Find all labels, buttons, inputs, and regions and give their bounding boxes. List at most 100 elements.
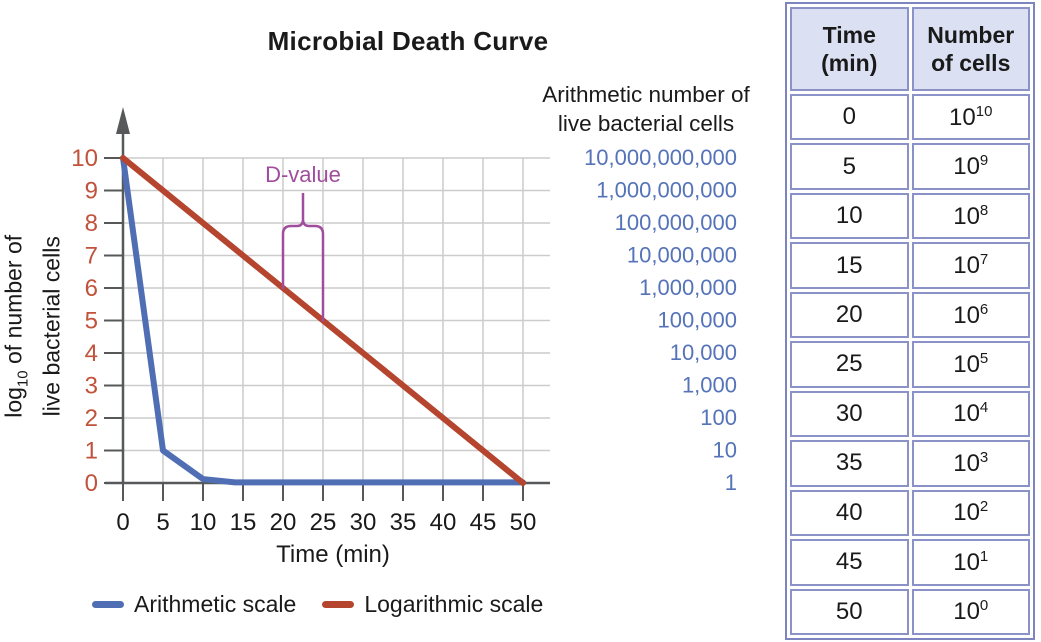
y-axis-arrow-icon [116,107,130,134]
y-axis-label: log10 of number of live bacterial cells [0,176,66,476]
series-arithmetic-scale [120,155,526,486]
time-cell: 35 [790,440,909,487]
number-of-cells-cell: 104 [911,390,1030,438]
col-header-number-of-cells: Number of cells [911,7,1030,91]
y-axis-label-line2: live bacterial cells [38,236,65,417]
x-tick-label: 30 [350,509,377,536]
col-header-time: Time (min) [790,7,909,91]
y-tick-label: 3 [85,373,98,400]
table-row: 5 109 [790,143,1030,190]
exponent: 0 [979,597,989,615]
x-tick-label: 20 [270,509,297,536]
number-of-cells-cell: 101 [911,539,1030,586]
arithmetic-count-label: 1,000 [682,373,737,398]
right-axis-header-line2: live bacterial cells [557,111,735,136]
arithmetic-count-label: 100 [700,405,737,430]
number-of-cells-cell: 106 [911,291,1030,339]
exponent: 6 [979,300,989,318]
table-row: 0 1010 [790,94,1030,141]
exponent: 8 [979,201,989,219]
exponent: 2 [979,498,989,516]
y-axis-label-subscript: 10 [14,370,32,388]
arithmetic-scale-dash-icon [92,601,124,608]
arithmetic-count-label: 10,000,000 [627,243,737,268]
legend-item-arithmetic: Arithmetic scale [92,591,296,618]
y-tick-label: 5 [85,308,98,335]
time-cell: 45 [790,539,909,586]
table-row: 50 100 [790,588,1030,635]
table-row: 10 108 [790,192,1030,240]
number-of-cells-cell: 107 [911,242,1030,289]
legend-item-logarithmic: Logarithmic scale [322,591,543,618]
y-tick-label: 1 [85,438,98,465]
right-axis-header: Arithmetic number of live bacterial cell… [520,80,772,138]
cells-table: Time (min) Number of cells 0 1010 5 109 10 10… [785,2,1035,640]
x-tick-label: 45 [470,509,497,536]
y-tick-label: 10 [71,145,98,172]
arithmetic-count-label: 1,000,000,000 [596,178,737,203]
logarithmic-scale-dash-icon [322,601,355,608]
y-tick-label: 6 [85,275,98,302]
arithmetic-count-label: 100,000 [657,308,737,333]
x-tick-label: 5 [156,509,169,536]
table-row: 20 106 [790,291,1030,339]
y-tick-label: 9 [85,178,98,205]
exponent: 10 [975,102,993,120]
d-value-bracket [281,193,325,322]
right-axis-header-line1: Arithmetic number of [542,82,750,107]
x-tick-label: 25 [310,509,337,536]
arithmetic-count-label: 10 [713,438,737,463]
arithmetic-count-label: 1 [725,470,737,495]
number-of-cells-cell: 100 [911,588,1030,635]
exponent: 1 [979,547,989,565]
exponent: 3 [979,448,989,466]
number-of-cells-cell: 109 [911,143,1030,190]
x-tick-label: 10 [190,509,217,536]
table-header-row: Time (min) Number of cells [790,7,1030,91]
time-cell: 0 [790,94,909,141]
x-tick-label: 50 [510,509,537,536]
exponent: 7 [979,251,989,269]
d-value-label: D-value [265,162,341,187]
number-of-cells-cell: 1010 [911,94,1030,141]
exponent: 5 [979,349,989,367]
number-of-cells-cell: 103 [911,440,1030,487]
time-cell: 30 [790,390,909,438]
legend: Arithmetic scale Logarithmic scale [92,591,543,618]
y-tick-label: 8 [85,210,98,237]
table-row: 45 101 [790,539,1030,586]
legend-label-arithmetic: Arithmetic scale [134,591,297,617]
x-axis-label: Time (min) [276,541,390,568]
time-cell: 15 [790,242,909,289]
table-row: 15 107 [790,242,1030,289]
y-tick-label: 0 [85,470,98,497]
chart-title: Microbial Death Curve [267,26,549,56]
x-tick-label: 15 [230,509,257,536]
exponent: 9 [979,152,989,170]
table-row: 25 105 [790,341,1030,388]
x-tick-label: 35 [390,509,417,536]
exponent: 4 [979,399,989,417]
y-tick-label: 7 [85,243,98,270]
time-cell: 10 [790,192,909,240]
arithmetic-count-label: 100,000,000 [615,210,737,235]
arithmetic-count-label: 1,000,000 [639,275,737,300]
table-row: 40 102 [790,489,1030,537]
arithmetic-count-label: 10,000,000,000 [584,145,737,170]
arithmetic-count-label: 10,000 [670,340,737,365]
number-of-cells-cell: 105 [911,341,1030,388]
x-tick-label: 40 [430,509,457,536]
time-cell: 40 [790,489,909,537]
x-tick-label: 0 [116,509,129,536]
y-tick-label: 2 [85,405,98,432]
legend-label-logarithmic: Logarithmic scale [364,591,544,617]
time-cell: 25 [790,341,909,388]
y-axis-label-line1: log10 of number of [0,234,32,418]
time-cell: 5 [790,143,909,190]
time-cell: 50 [790,588,909,635]
table-row: 35 103 [790,440,1030,487]
y-tick-label: 4 [85,340,98,367]
number-of-cells-cell: 102 [911,489,1030,537]
